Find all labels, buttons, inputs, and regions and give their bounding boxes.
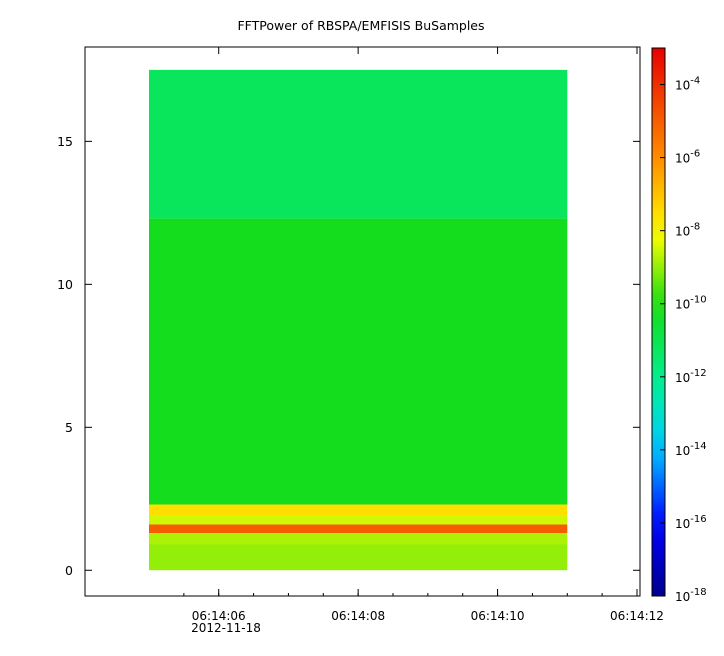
colorbar-tick-label: 10-18 <box>675 587 707 604</box>
spectrogram-band-1 <box>149 218 568 505</box>
x-axis-date-label: 2012-11-18 <box>191 621 261 635</box>
colorbar-tick-label: 10-6 <box>675 149 700 166</box>
spectrogram-image <box>149 69 568 571</box>
y-tick-label: 0 <box>65 563 73 578</box>
colorbar-tick-label: 10-10 <box>675 295 707 312</box>
x-tick-label: 06:14:12 <box>610 609 664 623</box>
colorbar: 10-4 10-6 10-8 10-10 10-12 10-14 10-16 10-18 <box>651 47 707 604</box>
colorbar-tick-label: 10-4 <box>675 76 700 93</box>
colorbar-gradient <box>651 47 666 597</box>
colorbar-tick-label: 10-16 <box>675 514 707 531</box>
x-tick-label: 06:14:10 <box>471 609 525 623</box>
colorbar-tick-label: 10-14 <box>675 441 707 458</box>
x-tick-label: 06:14:06 <box>192 609 246 623</box>
x-tick-label: 06:14:08 <box>331 609 385 623</box>
chart-title: FFTPower of RBSPA/EMFISIS BuSamples <box>237 18 484 33</box>
spectrogram-band-3 <box>149 515 568 525</box>
x-axis: 06:14:06 06:14:08 06:14:10 06:14:12 <box>183 47 664 623</box>
spectrogram-band-0 <box>149 69 568 219</box>
y-tick-label: 10 <box>57 277 73 292</box>
spectrogram-band-2 <box>149 504 568 516</box>
y-tick-label: 15 <box>57 134 73 149</box>
y-tick-label: 5 <box>65 420 73 435</box>
spectrogram-band-4 <box>149 524 568 534</box>
y-axis: 0 5 10 15 <box>57 134 640 578</box>
colorbar-tick-label: 10-12 <box>675 368 707 385</box>
colorbar-tick-label: 10-8 <box>675 222 700 239</box>
spectrogram-band-6 <box>149 544 568 571</box>
spectrogram-band-5 <box>149 533 568 545</box>
